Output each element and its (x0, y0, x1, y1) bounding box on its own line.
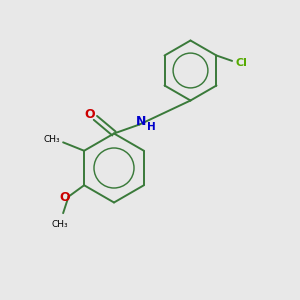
Text: O: O (85, 108, 95, 121)
Text: CH₃: CH₃ (52, 220, 68, 229)
Text: N: N (136, 115, 146, 128)
Text: Cl: Cl (236, 58, 248, 68)
Text: H: H (146, 122, 155, 132)
Text: O: O (59, 191, 70, 204)
Text: CH₃: CH₃ (44, 135, 60, 144)
